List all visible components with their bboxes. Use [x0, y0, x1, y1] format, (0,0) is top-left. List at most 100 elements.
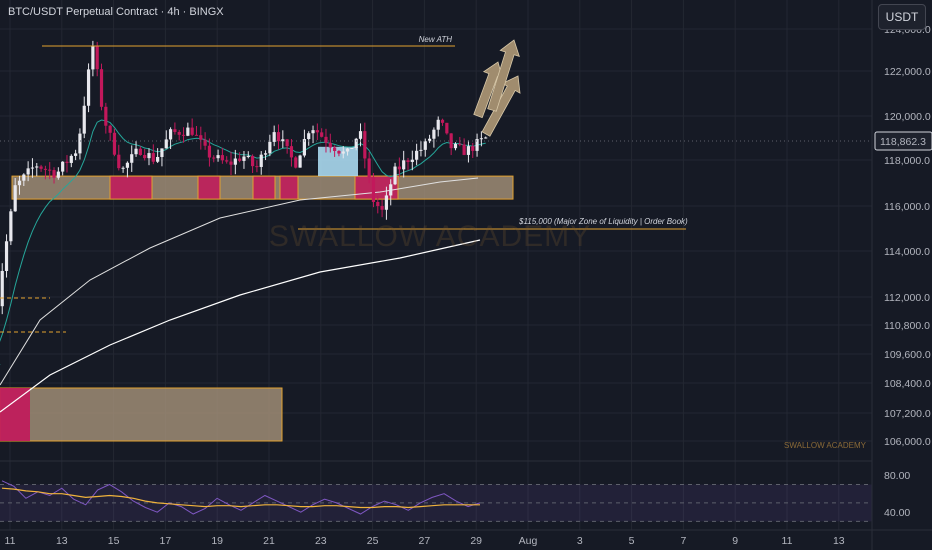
- y-tick-label: 108,400.0: [884, 378, 931, 390]
- x-tick-label: 11: [5, 535, 16, 547]
- candle-body: [432, 129, 436, 139]
- candle-body: [74, 153, 78, 156]
- y-tick-label: 116,000.0: [884, 201, 930, 213]
- candle-body: [354, 138, 358, 148]
- currency-button[interactable]: USDT: [878, 4, 926, 30]
- candle-body: [181, 134, 186, 136]
- candle-body: [203, 139, 207, 146]
- candle-body: [289, 146, 294, 158]
- candle-body: [225, 160, 229, 162]
- candle-body: [190, 127, 194, 135]
- candle-body: [78, 133, 82, 154]
- candle-body: [82, 105, 86, 134]
- candle-body: [147, 153, 151, 159]
- rsi-tick-label: 40.00: [884, 507, 910, 519]
- candle-body: [26, 168, 30, 175]
- candle-body: [268, 141, 272, 154]
- candle-body: [52, 170, 56, 178]
- candle-body: [199, 135, 203, 140]
- candle-body: [436, 119, 440, 130]
- candle-body: [250, 155, 255, 167]
- candle-body: [440, 119, 445, 123]
- moving-averages: [0, 119, 486, 413]
- x-tick-label: 3: [577, 535, 583, 547]
- candle-body: [61, 161, 65, 172]
- candle-body: [177, 131, 181, 135]
- order-block: [252, 175, 276, 200]
- candle-body: [22, 174, 26, 181]
- candle-body: [307, 133, 311, 140]
- candle-body: [376, 201, 380, 207]
- y-tick-label: 122,000.0: [884, 66, 931, 78]
- candle-body: [393, 166, 397, 185]
- candle-body: [99, 69, 104, 107]
- candle-body: [350, 147, 354, 149]
- liquidity-label: $115,000 (Major Zone of Liquidity | Orde…: [518, 217, 688, 226]
- candle-body: [173, 129, 177, 132]
- candle-body: [238, 158, 242, 161]
- current-price-label: 118,862.3: [880, 136, 926, 148]
- candle-body: [255, 166, 259, 168]
- candle-body: [410, 159, 414, 162]
- signature-text: SWALLOW ACADEMY: [784, 441, 867, 450]
- candle-body: [380, 206, 384, 210]
- candle-body: [363, 131, 367, 159]
- x-tick-label: 13: [833, 535, 845, 547]
- candle-body: [233, 158, 237, 165]
- candle-body: [138, 148, 142, 155]
- rsi-panel: [0, 460, 872, 522]
- candle-body: [419, 149, 423, 151]
- candle-body: [9, 211, 13, 242]
- candle-body: [397, 166, 401, 170]
- candle-body: [164, 139, 168, 149]
- candle-body: [212, 157, 216, 159]
- candle-body: [484, 137, 488, 139]
- candle-body: [302, 139, 306, 156]
- price-levels: New ATH $115,000 (Major Zone of Liquidity…: [0, 35, 872, 333]
- x-tick-label: 29: [470, 535, 482, 547]
- candle-body: [43, 168, 47, 170]
- candle-body: [281, 139, 285, 142]
- candle-body: [168, 129, 173, 140]
- moving-average-fast: [0, 119, 486, 365]
- candle-body: [320, 132, 324, 137]
- candle-body: [125, 162, 130, 168]
- candle-body: [285, 139, 289, 147]
- candle-body: [415, 150, 419, 160]
- candle-body: [371, 177, 376, 202]
- candle-body: [104, 106, 108, 126]
- candle-body: [315, 130, 319, 133]
- x-tick-label: 7: [680, 535, 686, 547]
- x-tick-label: Aug: [519, 535, 538, 547]
- candle-body: [121, 167, 125, 169]
- candle-body: [95, 45, 99, 70]
- candle-body: [108, 125, 112, 133]
- candle-body: [462, 144, 466, 155]
- candlesticks: [0, 40, 488, 315]
- candle-body: [17, 180, 22, 186]
- candle-body: [328, 142, 332, 148]
- time-axis: 11 13 15 17 19 21 23 25 27 29 Aug 3 5 7 9 11 13: [0, 529, 932, 547]
- y-tick-label: 114,000.0: [884, 246, 930, 258]
- candle-body: [475, 139, 479, 151]
- y-tick-label: 120,000.0: [884, 111, 931, 123]
- ath-label: New ATH: [419, 35, 453, 44]
- candle-body: [143, 154, 147, 159]
- x-tick-label: 25: [367, 535, 379, 547]
- candle-body: [0, 270, 4, 307]
- moving-average-slow: [0, 177, 479, 386]
- order-block: [109, 175, 153, 200]
- candle-body: [384, 195, 389, 210]
- candle-body: [117, 154, 121, 169]
- candle-body: [35, 166, 39, 168]
- candle-body: [65, 161, 69, 163]
- candle-body: [263, 153, 268, 155]
- candle-body: [246, 155, 250, 157]
- moving-average-slower: [0, 239, 481, 413]
- x-tick-label: 5: [629, 535, 635, 547]
- candle-body: [358, 131, 363, 139]
- liquidity-zones: [0, 146, 514, 442]
- candle-body: [156, 156, 160, 162]
- candle-body: [151, 153, 155, 162]
